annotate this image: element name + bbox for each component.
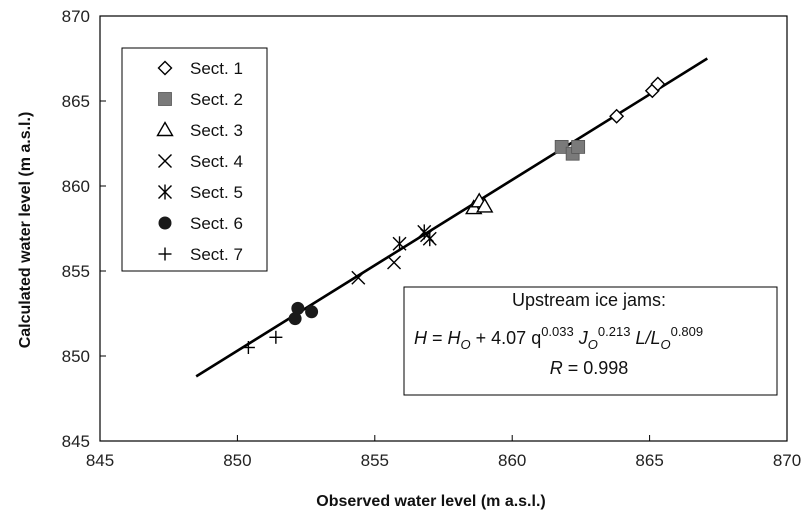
legend-box <box>121 47 268 272</box>
circle-shape <box>291 301 305 315</box>
x-stroke <box>351 270 366 285</box>
diamond-shape <box>650 76 666 92</box>
eq-J: J <box>574 328 589 348</box>
data-point-sect-4 <box>351 270 366 285</box>
x-tick-label: 865 <box>635 451 663 470</box>
legend-label-sect-7: Sect. 7 <box>190 245 243 264</box>
y-tick-label: 850 <box>62 347 90 366</box>
axes <box>99 15 788 442</box>
diamond-shape <box>157 60 173 76</box>
eq-Ho: H <box>448 328 462 348</box>
eq-q-exp: 0.033 <box>541 324 574 339</box>
x-tick-label: 870 <box>773 451 801 470</box>
legend-label-sect-2: Sect. 2 <box>190 90 243 109</box>
triangle-shape <box>156 121 174 137</box>
eq-J-sub: O <box>588 337 598 352</box>
legend-marker-sect-1 <box>157 60 173 76</box>
legend-marker-sect-4 <box>158 154 172 168</box>
data-point-sect-6 <box>291 301 305 315</box>
y-tick-label: 865 <box>62 92 90 111</box>
x-axis-label: Observed water level (m a.s.l.) <box>316 493 545 510</box>
data-point-sect-5 <box>392 236 407 252</box>
annotation-box <box>403 286 778 396</box>
data-point-sect-2 <box>571 139 586 154</box>
legend: Sect. 1 Sect. 2 Sect. 3 Sect. 4 Sect. 5 Sect.… <box>121 47 268 272</box>
diamond-shape <box>609 108 625 124</box>
legend-marker-sect-3 <box>156 121 174 137</box>
data-point-sect-7 <box>269 330 283 344</box>
x-stroke <box>158 154 172 168</box>
triangle-shape <box>476 197 494 213</box>
y-tick-label: 855 <box>62 262 90 281</box>
ticks: 845 850 855 860 865 870 845 850 855 860 865 870 <box>62 7 802 470</box>
x-tick-label: 860 <box>498 451 526 470</box>
circle-shape <box>305 305 319 319</box>
legend-label-sect-1: Sect. 1 <box>190 59 243 78</box>
equation-annotation: Upstream ice jams: H = HO + 4.07 q0.033 … <box>403 286 778 396</box>
data-point-sect-5 <box>417 224 432 240</box>
data-point-sect-7 <box>241 341 255 354</box>
circle-shape <box>158 216 172 230</box>
data-point-sect-5 <box>422 231 437 247</box>
x-stroke <box>387 255 402 270</box>
eq-J-exp: 0.213 <box>598 324 631 339</box>
eq-Ho-sub: O <box>461 337 471 352</box>
legend-label-sect-4: Sect. 4 <box>190 152 243 171</box>
fit-line <box>195 57 708 378</box>
plot-area-frame <box>99 15 788 442</box>
r-value: R = 0.998 <box>550 358 629 378</box>
y-tick-label: 845 <box>62 432 90 451</box>
x-tick-label: 855 <box>361 451 389 470</box>
data-point-sect-1 <box>609 108 625 124</box>
y-tick-label: 860 <box>62 177 90 196</box>
legend-marker-sect-5 <box>158 184 172 200</box>
legend-marker-sect-7 <box>158 247 172 261</box>
r-label: R <box>550 358 563 378</box>
data-point-sect-4 <box>387 255 402 270</box>
circle-shape <box>288 312 302 326</box>
annotation-title: Upstream ice jams: <box>512 290 666 310</box>
data-point-sect-6 <box>288 312 302 326</box>
legend-label-sect-6: Sect. 6 <box>190 214 243 233</box>
equation: H = HO + 4.07 q0.033 JO0.213 L/LO0.809 <box>414 324 703 352</box>
fit-line-group <box>195 57 708 378</box>
y-tick-label: 870 <box>62 7 90 26</box>
square-shape <box>158 92 172 106</box>
eq-H: H <box>414 328 428 348</box>
eq-L-exp: 0.809 <box>671 324 704 339</box>
eq-L-sub: O <box>660 337 670 352</box>
x-tick-label: 850 <box>223 451 251 470</box>
eq-equals: = <box>427 328 448 348</box>
eq-coef: + 4.07 q <box>471 328 542 348</box>
x-tick-label: 845 <box>86 451 114 470</box>
data-point-sect-1 <box>650 76 666 92</box>
r-number: = 0.998 <box>563 358 629 378</box>
eq-L: L/L <box>630 328 660 348</box>
legend-label-sect-5: Sect. 5 <box>190 183 243 202</box>
data-point-sect-3 <box>476 197 494 213</box>
data-point-sect-6 <box>305 305 319 319</box>
square-shape <box>571 139 586 154</box>
data-points <box>241 76 666 354</box>
legend-label-sect-3: Sect. 3 <box>190 121 243 140</box>
legend-marker-sect-6 <box>158 216 172 230</box>
y-axis-label: Calculated water level (m a.s.l.) <box>17 112 34 349</box>
legend-marker-sect-2 <box>158 92 172 106</box>
